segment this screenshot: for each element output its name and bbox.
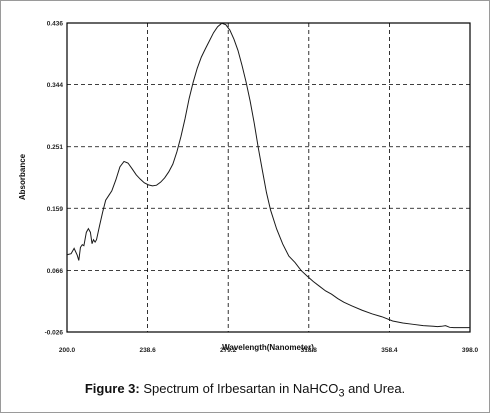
figure-caption: Figure 3: Spectrum of Irbesartan in NaHC… xyxy=(1,381,489,400)
x-tick-label: 200.0 xyxy=(59,347,76,354)
caption-text-end: and Urea. xyxy=(344,381,406,396)
x-tick-label: 398.0 xyxy=(462,347,479,354)
y-tick-label: -0.026 xyxy=(45,330,64,337)
y-tick-label: 0.436 xyxy=(47,21,64,28)
spectrum-chart: 200.0 238.6 279.2 318.8 358.4 398.0 -0.026 0.0… xyxy=(18,21,479,355)
caption-label: Figure 3: xyxy=(84,381,140,396)
plot-frame xyxy=(66,22,471,333)
x-tick-labels: 200.0 238.6 279.2 318.8 358.4 398.0 xyxy=(59,347,479,354)
y-tick-label: 0.251 xyxy=(47,144,64,151)
caption-subscript: 3 xyxy=(338,387,345,400)
y-tick-labels: -0.026 0.066 0.159 0.251 0.344 0.436 xyxy=(45,21,64,337)
y-tick-label: 0.344 xyxy=(47,82,64,89)
x-tick-label: 318.8 xyxy=(301,347,318,354)
x-tick-label: 279.2 xyxy=(220,347,237,354)
absorbance-series-line xyxy=(66,22,470,329)
y-axis-title: Absorbance xyxy=(18,153,27,200)
x-axis-title: Wavelength(Nanometer) xyxy=(222,343,314,352)
x-tick-label: 358.4 xyxy=(381,347,398,354)
y-tick-label: 0.159 xyxy=(47,206,64,213)
caption-text: Spectrum of Irbesartan in NaHCO xyxy=(139,381,339,396)
y-tick-label: 0.066 xyxy=(47,268,64,275)
x-tick-label: 238.6 xyxy=(139,347,156,354)
grid-lines xyxy=(67,23,470,332)
